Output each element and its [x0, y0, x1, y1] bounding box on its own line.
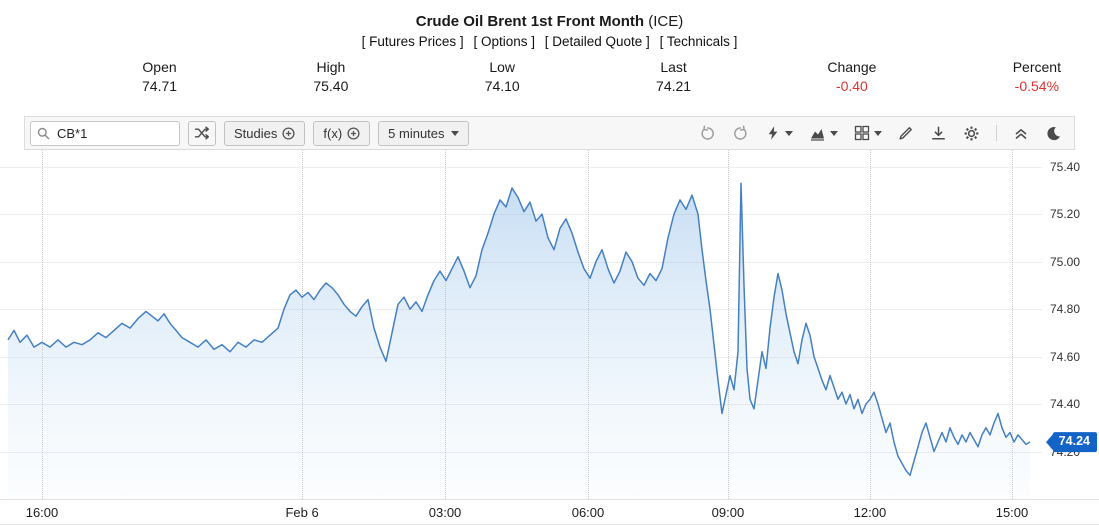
- compare-icon: [194, 125, 210, 141]
- time-tick-label: 09:00: [711, 505, 745, 520]
- settings-button[interactable]: [963, 125, 980, 142]
- exchange-name: (ICE): [648, 13, 684, 30]
- quote-field-last: Last 74.21: [656, 59, 691, 94]
- link-detailed-quote[interactable]: [ Detailed Quote ]: [544, 34, 650, 49]
- toolbar-right-tools: [699, 125, 1062, 142]
- functions-button[interactable]: f(x): [313, 120, 371, 146]
- quote-label: Open: [142, 59, 177, 75]
- time-tick-label: 15:00: [995, 505, 1029, 520]
- toolbar-divider: [996, 125, 997, 141]
- time-tick-label: 12:00: [853, 505, 887, 520]
- quote-field-low: Low 74.10: [485, 59, 520, 94]
- last-price-badge: 74.24: [1052, 432, 1097, 452]
- link-options[interactable]: [ Options ]: [473, 34, 535, 49]
- quote-label: Change: [827, 59, 877, 75]
- quote-label: Percent: [1012, 59, 1061, 75]
- price-tick-label: 75.00: [1050, 254, 1081, 269]
- layout-menu[interactable]: [854, 125, 882, 141]
- redo-icon: [732, 125, 749, 142]
- price-series: [7, 182, 1031, 499]
- symbol-search[interactable]: [30, 120, 180, 146]
- symbol-input[interactable]: [55, 124, 167, 142]
- chevron-down-icon: [830, 130, 838, 136]
- price-tick-label: 74.40: [1050, 397, 1081, 412]
- quote-header: Crude Oil Brent 1st Front Month (ICE) [ …: [0, 0, 1099, 116]
- studies-label: Studies: [234, 125, 278, 141]
- moon-icon: [1045, 125, 1062, 142]
- time-axis[interactable]: 16:00 Feb 6 03:00 06:00 09:00 12:00 15:00: [0, 499, 1099, 524]
- instrument-name: Crude Oil Brent 1st Front Month: [415, 13, 645, 30]
- quote-label: High: [316, 59, 346, 75]
- quote-value: 75.40: [313, 78, 349, 94]
- quote-label: Last: [660, 59, 687, 75]
- price-chart[interactable]: [0, 150, 1042, 499]
- h-gridline: [0, 166, 1042, 168]
- undo-button[interactable]: [699, 125, 716, 142]
- v-gridline: [727, 150, 729, 499]
- interval-dropdown[interactable]: 5 minutes: [378, 120, 469, 146]
- price-line: [7, 182, 1031, 477]
- annotate-button[interactable]: [898, 125, 914, 141]
- link-technicals[interactable]: [ Technicals ]: [659, 34, 738, 49]
- quote-field-percent: Percent -0.54%: [1013, 59, 1061, 94]
- undo-icon: [699, 125, 716, 142]
- price-tick-label: 74.80: [1050, 302, 1081, 317]
- interval-label: 5 minutes: [388, 125, 445, 141]
- quote-summary: Open 74.71 High 75.40 Low 74.10 Last 74.…: [0, 49, 1099, 94]
- link-futures-prices[interactable]: [ Futures Prices ]: [361, 34, 464, 49]
- price-tick-label: 75.40: [1050, 159, 1081, 174]
- quote-field-open: Open 74.71: [142, 59, 177, 94]
- v-gridline: [869, 150, 871, 499]
- page-title: Crude Oil Brent 1st Front Month (ICE): [0, 13, 1099, 30]
- redo-button[interactable]: [732, 125, 749, 142]
- time-tick-label: 16:00: [25, 505, 59, 520]
- quote-value: 74.71: [142, 78, 178, 94]
- download-icon: [930, 125, 947, 142]
- compare-button[interactable]: [188, 120, 216, 146]
- search-icon: [37, 127, 50, 140]
- quote-field-change: Change -0.40: [827, 59, 876, 94]
- collapse-toolbar-button[interactable]: [1013, 125, 1029, 141]
- quote-field-high: High 75.40: [313, 59, 348, 94]
- theme-toggle-button[interactable]: [1045, 125, 1062, 142]
- quote-value: -0.40: [835, 78, 868, 94]
- chevron-down-icon: [450, 130, 459, 136]
- plus-circle-icon: [347, 126, 360, 140]
- collapse-toolbar-icon: [1013, 125, 1029, 141]
- chevron-down-icon: [785, 130, 793, 136]
- quick-chart-menu[interactable]: [765, 125, 793, 141]
- time-tick-label: 03:00: [428, 505, 462, 520]
- last-price-value: 74.24: [1058, 434, 1090, 449]
- quote-value: 74.21: [656, 78, 692, 94]
- chart-type-menu[interactable]: [809, 125, 838, 142]
- grid-layout-icon: [854, 125, 870, 141]
- plus-circle-icon: [282, 126, 295, 140]
- v-gridline: [1011, 150, 1013, 499]
- functions-label: f(x): [323, 125, 343, 141]
- v-gridline: [41, 150, 43, 499]
- quote-links: [ Futures Prices ] [ Options ] [ Detaile…: [0, 34, 1099, 49]
- time-tick-label: 06:00: [571, 505, 605, 520]
- quote-label: Low: [489, 59, 516, 75]
- gear-icon: [963, 125, 980, 142]
- price-tick-label: 75.20: [1050, 207, 1081, 222]
- price-tick-label: 74.60: [1050, 349, 1081, 364]
- time-tick-label: Feb 6: [285, 505, 319, 520]
- area-fill: [8, 183, 1030, 499]
- chart-toolbar: Studies f(x) 5 minutes: [24, 116, 1075, 150]
- download-button[interactable]: [930, 125, 947, 142]
- lightning-icon: [765, 125, 781, 141]
- area-chart-icon: [809, 125, 826, 142]
- pencil-icon: [898, 125, 914, 141]
- quote-value: -0.54%: [1014, 78, 1060, 94]
- quote-value: 74.10: [484, 78, 520, 94]
- studies-button[interactable]: Studies: [224, 120, 306, 146]
- chevron-down-icon: [874, 130, 882, 136]
